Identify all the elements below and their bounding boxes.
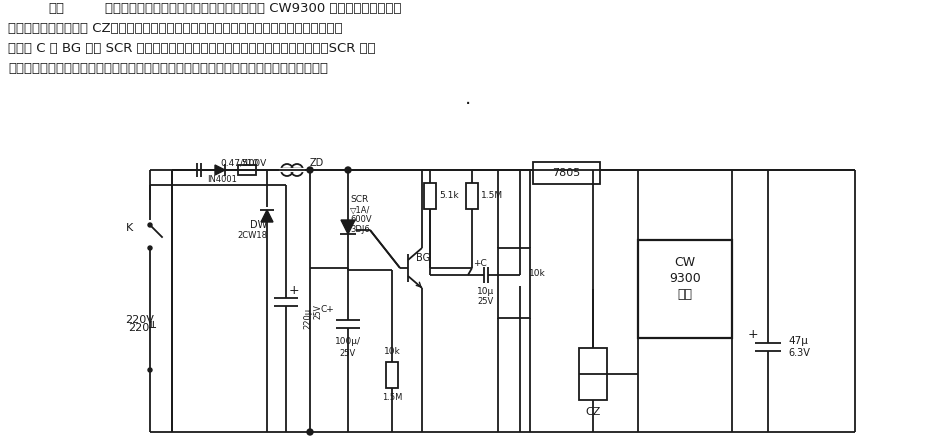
Bar [424, 183, 436, 209]
Text: IN4001: IN4001 [207, 175, 237, 185]
Text: ZD: ZD [310, 158, 324, 168]
Bar [386, 362, 398, 388]
Polygon shape [341, 220, 355, 234]
Circle shape [148, 368, 152, 372]
Polygon shape [261, 210, 273, 222]
Text: 220╨: 220╨ [128, 323, 156, 333]
Text: C+: C+ [321, 306, 334, 314]
Text: 1.5M: 1.5M [481, 191, 503, 201]
Text: 5.1k: 5.1k [439, 191, 459, 201]
Text: 47μ: 47μ [788, 336, 808, 346]
Text: 220μ: 220μ [304, 307, 312, 329]
Bar [466, 183, 478, 209]
Text: 7805: 7805 [553, 168, 581, 178]
Text: 10k: 10k [529, 268, 546, 277]
Text: ▽1A/: ▽1A/ [350, 206, 370, 215]
Bar [533, 162, 600, 184]
Text: ·: · [465, 95, 471, 115]
Text: 600V: 600V [350, 215, 372, 224]
Text: 系列: 系列 [678, 288, 692, 301]
Text: +C: +C [473, 259, 487, 268]
Text: K: K [126, 223, 133, 233]
Text: 于插座上的电风扇的电流是随机变化的，于是电风扇的转速随机变化产生的风真象自然风。: 于插座上的电风扇的电流是随机变化的，于是电风扇的转速随机变化产生的风真象自然风。 [8, 62, 328, 75]
Text: 510: 510 [241, 158, 258, 168]
Bar [498, 248, 530, 318]
Text: +: + [289, 284, 299, 297]
Bar [238, 165, 256, 175]
Text: CZ: CZ [585, 407, 601, 417]
Bar [514, 260, 526, 286]
Text: 10k: 10k [384, 347, 401, 356]
Bar [579, 348, 607, 400]
Polygon shape [215, 165, 225, 175]
Bar [638, 240, 732, 338]
Circle shape [307, 167, 313, 173]
Text: 25V: 25V [313, 305, 322, 319]
Text: CW: CW [675, 256, 695, 268]
Text: DW: DW [250, 220, 267, 230]
Text: 1.5M: 1.5M [382, 393, 403, 402]
Text: 9300: 9300 [669, 272, 701, 285]
Text: 2CW18: 2CW18 [237, 231, 267, 240]
Text: 220V: 220V [126, 315, 155, 325]
Text: 25V: 25V [340, 348, 356, 358]
Text: BG: BG [416, 253, 431, 263]
Text: SCR: SCR [350, 195, 368, 205]
Text: 0.47/400V: 0.47/400V [220, 158, 267, 168]
Text: 3DJ6: 3DJ6 [350, 226, 370, 235]
Text: 如图: 如图 [48, 2, 64, 15]
Text: 置了一个信号输入插口 CZ，可以把收音机、放音机等输出的音频信号从这个插口输入。音频: 置了一个信号输入插口 CZ，可以把收音机、放音机等输出的音频信号从这个插口输入。… [8, 22, 343, 35]
Text: +: + [747, 329, 759, 342]
Text: ）所示。仿真自然风控制器采用音乐集成电路 CW9300 作信号源。另外还设: ）所示。仿真自然风控制器采用音乐集成电路 CW9300 作信号源。另外还设 [105, 2, 402, 15]
Circle shape [148, 246, 152, 250]
Text: 100μ/: 100μ/ [335, 338, 361, 347]
Circle shape [148, 223, 152, 227]
Text: 25V: 25V [478, 297, 494, 306]
Text: 6.3V: 6.3V [788, 348, 810, 358]
Circle shape [345, 167, 351, 173]
Text: 信号经 C 和 BG 加至 SCR 的控制极。因音频信号的大小变化是随机的，所以通过SCR 和插: 信号经 C 和 BG 加至 SCR 的控制极。因音频信号的大小变化是随机的，所以… [8, 42, 376, 55]
Text: 10μ: 10μ [477, 286, 495, 296]
Circle shape [307, 429, 313, 435]
